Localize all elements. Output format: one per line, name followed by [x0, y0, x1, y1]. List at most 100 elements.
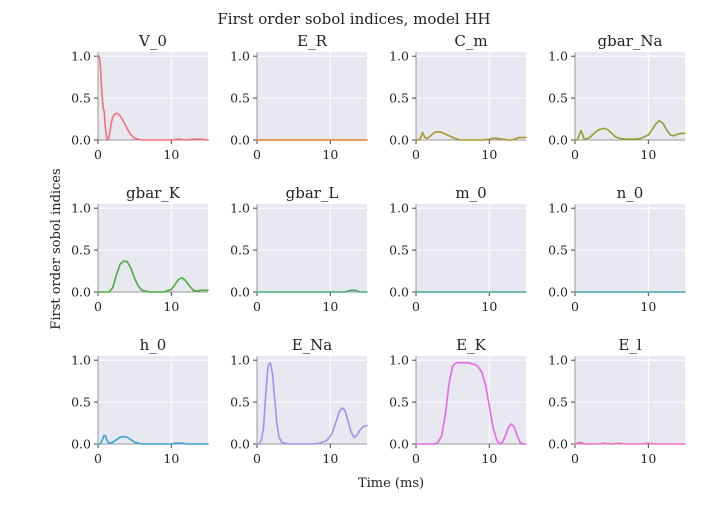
plot-area — [257, 52, 367, 140]
x-tick-label: 0 — [412, 147, 420, 162]
x-tick-label: 0 — [412, 451, 420, 466]
series-line — [574, 119, 686, 141]
y-tick-label: 0.0 — [71, 285, 91, 300]
x-tick-label: 0 — [94, 451, 102, 466]
y-tick-label: 1.0 — [389, 49, 409, 64]
subplot-title: E_K — [456, 336, 486, 354]
x-tick-label: 0 — [253, 147, 261, 162]
y-tick-label: 0.0 — [71, 437, 91, 452]
y-tick-label: 1.0 — [71, 201, 91, 216]
subplot-e-na: 0.0 0.5 1.0 0 10 E_Na — [230, 336, 368, 466]
y-tick-label: 0.5 — [548, 91, 568, 106]
subplot-title: E_l — [618, 336, 641, 354]
subplot-gbar-k: 0.0 0.5 1.0 0 10 gbar_K — [71, 184, 209, 314]
subplot-n-0: 0.0 0.5 1.0 0 10 n_0 — [548, 184, 686, 314]
x-tick-label: 0 — [571, 147, 579, 162]
subplot-e-r: 0.0 0.5 1.0 0 10 E_R — [230, 32, 368, 162]
y-tick-label: 0.0 — [548, 285, 568, 300]
x-axis-label: Time (ms) — [358, 476, 424, 491]
x-tick-label: 0 — [412, 299, 420, 314]
subplot-gbar-l: 0.0 0.5 1.0 0 10 gbar_L — [230, 184, 368, 314]
x-tick-label: 0 — [253, 299, 261, 314]
subplot-e-l: 0.0 0.5 1.0 0 10 E_l — [548, 336, 686, 466]
subplot-title: V_0 — [138, 32, 167, 50]
series-line — [574, 441, 686, 445]
y-tick-label: 1.0 — [230, 353, 250, 368]
x-tick-label: 10 — [322, 147, 338, 162]
subplot-title: gbar_K — [126, 184, 181, 202]
subplot-title: E_Na — [292, 336, 333, 354]
x-tick-label: 10 — [481, 451, 497, 466]
y-tick-label: 1.0 — [71, 353, 91, 368]
y-tick-label: 0.0 — [548, 437, 568, 452]
y-tick-label: 1.0 — [389, 201, 409, 216]
y-tick-label: 1.0 — [230, 49, 250, 64]
subplot-title: h_0 — [140, 336, 167, 354]
subplot-gbar-na: 0.0 0.5 1.0 0 10 gbar_Na — [548, 32, 686, 162]
y-tick-label: 0.0 — [230, 133, 250, 148]
subplot-h-0: 0.0 0.5 1.0 0 10 h_0 — [71, 336, 209, 466]
x-tick-label: 0 — [94, 299, 102, 314]
x-tick-label: 0 — [571, 451, 579, 466]
y-tick-label: 0.0 — [71, 133, 91, 148]
subplot-grid: 0.00.51.00 10V_00.00.51.00 10E_R0.00.51.00… — [71, 32, 686, 466]
y-tick-label: 1.0 — [548, 201, 568, 216]
subplot-title: gbar_Na — [598, 32, 663, 50]
y-tick-label: 0.0 — [389, 437, 409, 452]
subplot-title: gbar_L — [286, 184, 339, 202]
y-tick-label: 0.0 — [548, 133, 568, 148]
plot-area — [575, 204, 685, 292]
plot-area — [98, 356, 208, 444]
x-tick-label: 10 — [481, 147, 497, 162]
y-tick-label: 0.5 — [230, 395, 250, 410]
x-tick-label: 10 — [640, 299, 656, 314]
plot-area — [416, 52, 526, 140]
plot-area — [575, 52, 685, 140]
y-tick-label: 0.5 — [548, 395, 568, 410]
series-line — [97, 55, 209, 141]
x-tick-label: 10 — [481, 299, 497, 314]
y-tick-label: 0.5 — [389, 395, 409, 410]
subplot-v-0: 0.0 0.5 1.0 0 10 V_0 — [71, 32, 209, 162]
plot-area — [416, 204, 526, 292]
y-tick-label: 1.0 — [548, 49, 568, 64]
subplot-title: E_R — [297, 32, 327, 50]
y-tick-label: 1.0 — [548, 353, 568, 368]
x-tick-label: 0 — [571, 299, 579, 314]
series-line — [97, 434, 209, 445]
subplot-title: m_0 — [455, 184, 486, 202]
subplot-title: C_m — [454, 32, 487, 50]
y-tick-label: 0.0 — [230, 285, 250, 300]
plot-area — [575, 356, 685, 444]
figure-title: First order sobol indices, model HH — [217, 10, 490, 28]
subplot-e-k: 0.0 0.5 1.0 0 10 E_K — [389, 336, 527, 466]
subplot-c-m: 0.0 0.5 1.0 0 10 C_m — [389, 32, 527, 162]
x-tick-label: 10 — [322, 451, 338, 466]
y-tick-label: 0.5 — [389, 243, 409, 258]
y-tick-label: 0.5 — [230, 243, 250, 258]
x-tick-label: 10 — [322, 299, 338, 314]
y-tick-label: 0.5 — [71, 243, 91, 258]
y-tick-label: 0.0 — [389, 285, 409, 300]
y-tick-label: 0.5 — [71, 395, 91, 410]
plot-area — [257, 204, 367, 292]
x-tick-label: 10 — [640, 451, 656, 466]
series-line — [415, 130, 527, 141]
y-tick-label: 0.5 — [230, 91, 250, 106]
y-tick-label: 0.5 — [389, 91, 409, 106]
x-tick-label: 10 — [163, 147, 179, 162]
plot-area — [416, 356, 526, 444]
series-line — [256, 289, 368, 293]
y-tick-label: 0.0 — [389, 133, 409, 148]
y-tick-label: 1.0 — [71, 49, 91, 64]
series-line — [256, 361, 368, 445]
x-tick-label: 10 — [163, 451, 179, 466]
x-tick-label: 10 — [640, 147, 656, 162]
y-tick-label: 0.5 — [71, 91, 91, 106]
x-tick-label: 0 — [94, 147, 102, 162]
x-tick-label: 0 — [253, 451, 261, 466]
plot-area — [98, 52, 208, 140]
y-tick-label: 1.0 — [389, 353, 409, 368]
y-tick-label: 0.5 — [548, 243, 568, 258]
